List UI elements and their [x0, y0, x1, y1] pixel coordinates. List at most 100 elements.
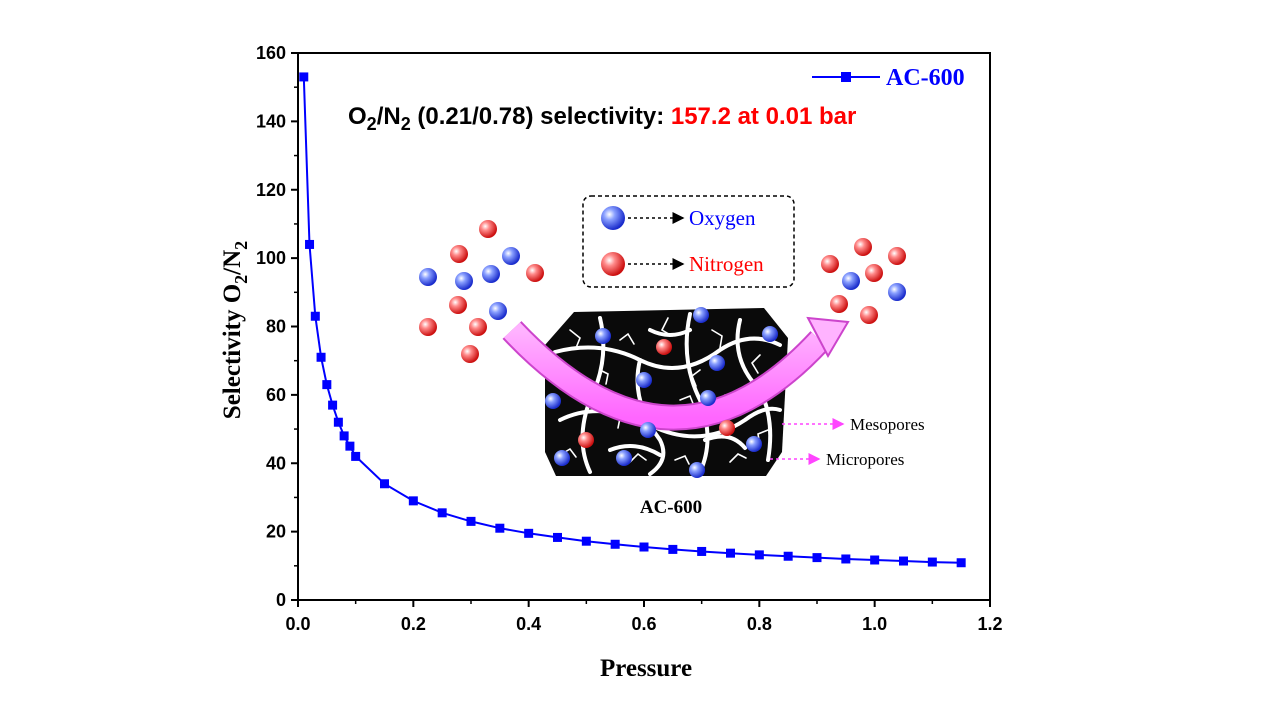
annotation-rest: (0.21/0.78) selectivity:	[411, 103, 671, 130]
data-point	[524, 528, 534, 538]
y-axis-title-slash: /N	[219, 250, 246, 276]
data-point	[726, 548, 735, 558]
inset-illustration: Oxygen Nitrogen	[419, 195, 925, 518]
x-tick-label: 0.0	[285, 614, 310, 634]
data-point	[553, 532, 562, 542]
nitrogen-molecule	[419, 318, 437, 336]
nitrogen-molecule	[450, 245, 468, 263]
x-tick-label: 1.2	[977, 614, 1002, 634]
data-point	[841, 554, 851, 564]
data-point	[380, 479, 389, 489]
pore-network	[553, 312, 782, 476]
feed-molecules	[419, 220, 544, 363]
data-point	[345, 441, 355, 451]
y-axis-title: Selectivity O2/N2	[219, 241, 251, 419]
oxygen-molecule	[709, 355, 725, 371]
data-point	[333, 417, 343, 427]
legend-label: AC-600	[886, 65, 965, 91]
data-point	[697, 546, 707, 556]
data-point	[610, 539, 620, 549]
y-axis-title-sub2: 2	[231, 241, 251, 250]
data-point	[322, 380, 332, 390]
nitrogen-molecule	[526, 264, 544, 282]
nitrogen-molecule	[469, 318, 487, 336]
oxygen-molecule	[888, 283, 906, 301]
y-tick-label: 0	[276, 590, 286, 610]
data-point	[495, 523, 505, 533]
oxygen-molecule	[545, 393, 561, 409]
y-tick-label: 60	[266, 385, 286, 405]
x-tick-label: 0.8	[747, 614, 772, 634]
series-markers-ac600	[299, 72, 966, 568]
oxygen-molecule	[616, 450, 632, 466]
y-tick-label: 40	[266, 453, 286, 473]
nitrogen-molecule	[578, 432, 594, 448]
data-point	[783, 551, 793, 561]
oxygen-molecule	[746, 436, 762, 452]
inner-molecules	[545, 307, 778, 478]
data-point	[466, 516, 476, 526]
data-point	[812, 553, 822, 563]
data-point	[328, 400, 338, 410]
legend: AC-600	[812, 65, 965, 91]
oxygen-molecule	[636, 372, 652, 388]
oxygen-legend-label: Oxygen	[689, 206, 756, 230]
data-point	[339, 431, 349, 441]
data-point	[351, 451, 361, 461]
nitrogen-molecule	[888, 247, 906, 265]
nitrogen-legend-label: Nitrogen	[689, 252, 764, 276]
micropores-label: Micropores	[826, 450, 904, 469]
data-point	[639, 542, 649, 552]
y-tick-label: 160	[256, 43, 286, 63]
nitrogen-molecule	[860, 306, 878, 324]
oxygen-molecule	[482, 265, 500, 283]
selectivity-annotation: O2/N2 (0.21/0.78) selectivity: 157.2 at …	[348, 103, 856, 134]
oxygen-molecule	[689, 462, 705, 478]
y-tick-label: 20	[266, 522, 286, 542]
annotation-o: O	[348, 103, 367, 130]
nitrogen-molecule	[865, 264, 883, 282]
nitrogen-molecule	[821, 255, 839, 273]
y-tick-label: 100	[256, 248, 286, 268]
oxygen-molecule	[595, 328, 611, 344]
product-molecules	[821, 238, 906, 324]
x-tick-label: 0.2	[401, 614, 426, 634]
mesopores-label: Mesopores	[850, 415, 925, 434]
oxygen-molecule	[554, 450, 570, 466]
y-tick-label: 80	[266, 317, 286, 337]
x-axis-title: Pressure	[600, 655, 692, 682]
oxygen-molecule	[419, 268, 437, 286]
oxygen-molecule	[502, 247, 520, 265]
oxygen-molecule	[700, 390, 716, 406]
oxygen-molecule	[842, 272, 860, 290]
data-point	[870, 555, 880, 565]
data-point	[899, 556, 908, 566]
x-axis: 0.0 0.2 0.4 0.6 0.8 1.0 1.2	[285, 600, 1003, 634]
oxygen-molecule	[640, 422, 656, 438]
oxygen-molecule	[693, 307, 709, 323]
data-point	[668, 544, 678, 554]
data-point	[437, 508, 447, 518]
y-tick-label: 140	[256, 111, 286, 131]
nitrogen-molecule	[461, 345, 479, 363]
nitrogen-molecule	[449, 296, 467, 314]
data-point	[408, 496, 418, 506]
data-point	[754, 550, 764, 560]
flow-arrow-head	[806, 316, 850, 359]
oxygen-molecule	[762, 326, 778, 342]
data-point	[956, 558, 966, 568]
data-point	[310, 311, 320, 321]
data-point	[299, 72, 309, 82]
nitrogen-molecule	[479, 220, 497, 238]
data-point	[927, 557, 937, 567]
annotation-value: 157.2 at 0.01 bar	[671, 103, 856, 130]
oxygen-molecule	[455, 272, 473, 290]
x-tick-label: 0.4	[516, 614, 541, 634]
annotation-sub2: 2	[401, 114, 411, 134]
y-axis: 0 20 40 60 80 100 120 140 160	[256, 43, 298, 610]
y-axis-title-main: Selectivity O	[219, 284, 246, 419]
data-point	[316, 352, 326, 362]
nitrogen-legend-sphere	[601, 252, 625, 276]
x-tick-label: 1.0	[862, 614, 887, 634]
